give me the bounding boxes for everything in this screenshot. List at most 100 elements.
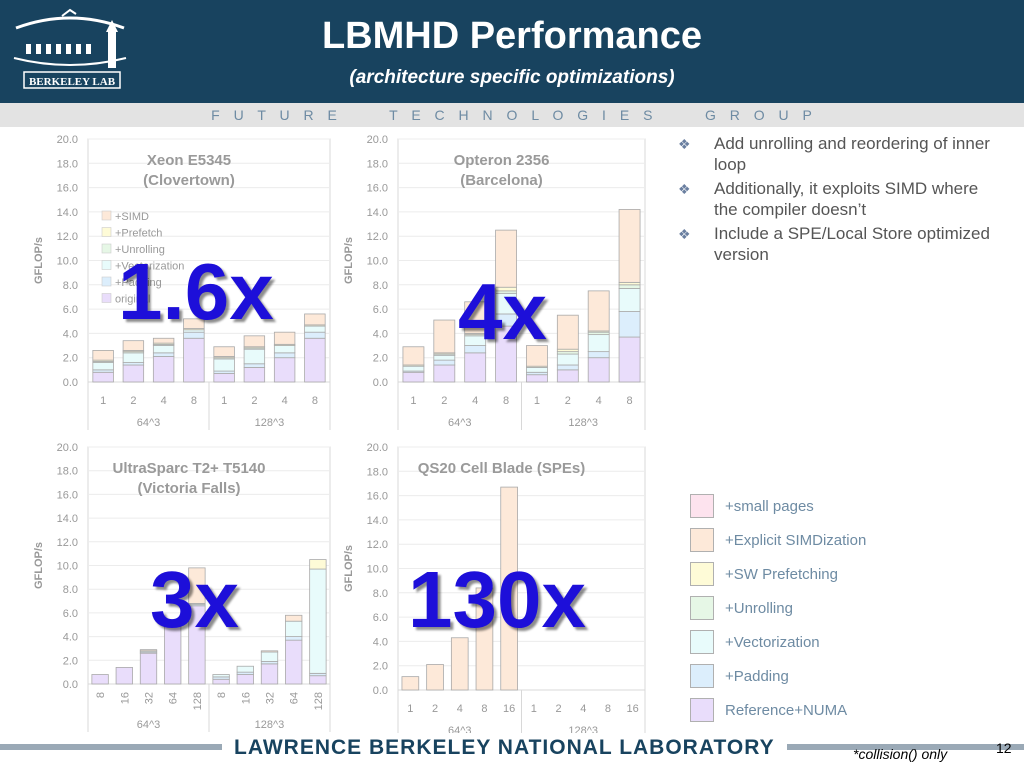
y-tick-label: 8.0 xyxy=(63,280,78,292)
bar-vectorization xyxy=(304,325,326,333)
x-tick-label: 128 xyxy=(313,692,325,710)
bullet-list: ❖ Add unrolling and reordering of inner l… xyxy=(676,133,1006,268)
bar-vectorization xyxy=(402,365,425,372)
bar-original xyxy=(464,352,487,383)
x-tick-label: 4 xyxy=(580,703,586,715)
y-tick-label: 16.0 xyxy=(367,491,388,503)
x-group-label: 128^3 xyxy=(255,719,285,731)
inner-legend-label: original xyxy=(115,294,150,306)
y-tick-label: 14.0 xyxy=(57,207,78,219)
footer-lab-name: LAWRENCE BERKELEY NATIONAL LABORATORY xyxy=(222,733,787,763)
inner-legend-label: +SIMD xyxy=(115,211,149,223)
bar-original xyxy=(115,667,133,685)
y-tick-label: 12.0 xyxy=(367,231,388,243)
inner-legend-label: +Vectorization xyxy=(115,261,184,273)
bar-padding xyxy=(556,364,579,371)
x-group-label: 128^3 xyxy=(255,417,285,429)
group-bar: F U T U R E T E C H N O L O G I E S G R … xyxy=(0,103,1024,127)
bar-vectorization xyxy=(618,288,641,312)
bar-simd xyxy=(260,650,279,653)
legend-item: +Vectorization xyxy=(690,630,990,656)
y-tick-label: 6.0 xyxy=(373,612,388,624)
y-tick-label: 2.0 xyxy=(63,353,78,365)
chart-subtitle: (Barcelona) xyxy=(460,172,543,189)
bar-vectorization xyxy=(243,348,266,365)
y-tick-label: 12.0 xyxy=(367,539,388,551)
y-tick-label: 0.0 xyxy=(373,377,388,389)
x-tick-label: 8 xyxy=(627,395,633,407)
inner-legend-label: +Prefetch xyxy=(115,228,162,240)
chart-2: 0.0 2.0 4.0 6.0 8.0 10.0 12.0 14.0 16.0 18.0 20.0 G… xyxy=(343,134,646,430)
bar-vectorization xyxy=(212,674,230,678)
bullet-text: Add unrolling and reordering of inner lo… xyxy=(714,134,990,174)
y-axis-label: GFLOP/s xyxy=(343,545,355,592)
footnote: *collision() only xyxy=(853,746,948,762)
x-tick-label: 4 xyxy=(596,395,602,407)
speedup-label: 3x xyxy=(150,555,239,644)
bar-original xyxy=(304,337,326,383)
bar-padding xyxy=(304,331,326,339)
y-tick-label: 10.0 xyxy=(367,564,388,576)
bar-padding xyxy=(152,352,175,357)
bullet-item: ❖ Additionally, it exploits SIMD where th… xyxy=(676,178,1006,220)
bar-vectorization xyxy=(526,367,548,373)
y-tick-label: 0.0 xyxy=(373,685,388,697)
bar-simd xyxy=(273,331,296,345)
y-tick-label: 20.0 xyxy=(367,134,388,146)
bar-original xyxy=(139,652,158,685)
y-tick-label: 10.0 xyxy=(367,256,388,268)
y-tick-label: 18.0 xyxy=(57,466,78,478)
legend-label: +Vectorization xyxy=(725,634,820,651)
y-axis-label: GFLOP/s xyxy=(33,237,45,284)
legend-item: +Explicit SIMDization xyxy=(690,528,990,554)
y-tick-label: 16.0 xyxy=(367,183,388,195)
bar-vectorization xyxy=(92,362,114,371)
y-tick-label: 4.0 xyxy=(63,328,78,340)
chart-4: 0.0 2.0 4.0 6.0 8.0 10.0 12.0 14.0 16.0 18.0 20.0 G… xyxy=(343,442,646,738)
bar-vectorization xyxy=(285,620,303,638)
bar-padding xyxy=(433,359,456,366)
inner-legend-swatch xyxy=(101,227,112,237)
bar-simd xyxy=(587,290,610,332)
logo-text: BERKELEY LAB xyxy=(29,76,116,88)
x-tick-label: 64 xyxy=(289,692,301,704)
x-tick-label: 16 xyxy=(503,703,515,715)
legend-swatch xyxy=(690,664,714,688)
bar-original xyxy=(587,357,610,383)
y-tick-label: 2.0 xyxy=(373,353,388,365)
y-tick-label: 0.0 xyxy=(63,377,78,389)
bar-simd xyxy=(243,335,266,348)
bar-simd xyxy=(304,313,326,326)
x-tick-label: 1 xyxy=(407,703,413,715)
x-tick-label: 1 xyxy=(410,395,416,407)
x-tick-label: 128 xyxy=(192,692,204,710)
bar-vectorization xyxy=(164,620,182,623)
y-tick-label: 10.0 xyxy=(57,561,78,573)
slide-title: LBMHD Performance xyxy=(321,15,703,57)
bar-simd xyxy=(285,614,303,622)
y-tick-label: 20.0 xyxy=(367,442,388,454)
bar-simd xyxy=(526,345,548,367)
bar-original xyxy=(213,373,235,383)
x-tick-label: 32 xyxy=(144,692,156,704)
y-tick-label: 14.0 xyxy=(57,513,78,525)
chart-title: Opteron 2356 xyxy=(454,152,550,169)
bar-original xyxy=(309,675,327,685)
bar-simd xyxy=(426,664,444,691)
bar-original xyxy=(92,371,114,383)
bar-original xyxy=(526,374,548,383)
bar-padding xyxy=(618,311,641,338)
bar-prefetch xyxy=(309,559,327,570)
legend-swatch xyxy=(690,698,714,722)
diamond-bullet-icon: ❖ xyxy=(678,226,691,242)
legend-swatch xyxy=(690,630,714,654)
bar-vectorization xyxy=(309,568,327,674)
bar-vectorization xyxy=(260,651,279,662)
legend-item: +small pages xyxy=(690,494,990,520)
bullet-text: Additionally, it exploits SIMD where the… xyxy=(714,179,979,219)
y-tick-label: 12.0 xyxy=(57,537,78,549)
slide-subtitle: (architecture specific optimizations) xyxy=(349,67,675,88)
bar-padding xyxy=(587,351,610,359)
x-tick-label: 16 xyxy=(627,703,639,715)
x-tick-label: 4 xyxy=(282,395,288,407)
